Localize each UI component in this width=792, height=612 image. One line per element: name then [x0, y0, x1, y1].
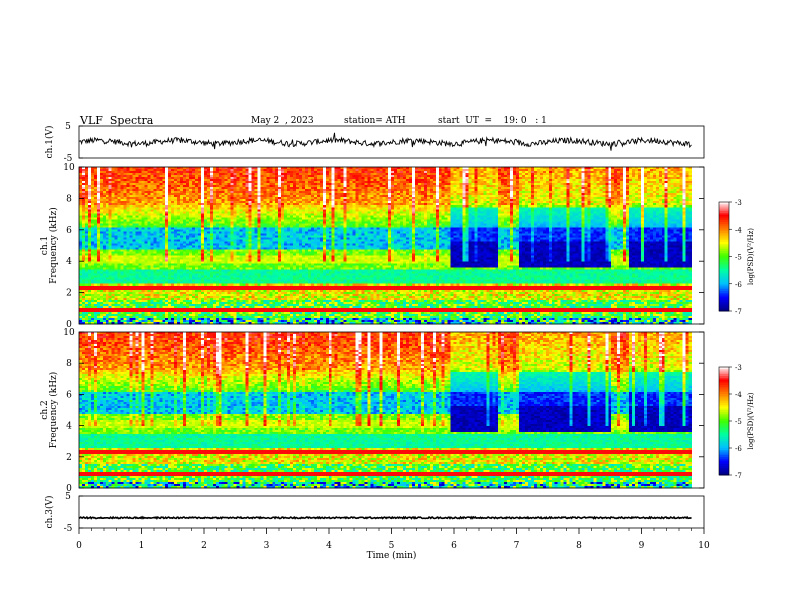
ch1-waveform-ylabel: ch.1(V)	[44, 126, 55, 159]
ch1-waveform-ytick-top: 5	[65, 122, 71, 132]
ch1-waveform-signal	[79, 133, 692, 151]
ch1-spectrogram-image	[79, 167, 692, 325]
